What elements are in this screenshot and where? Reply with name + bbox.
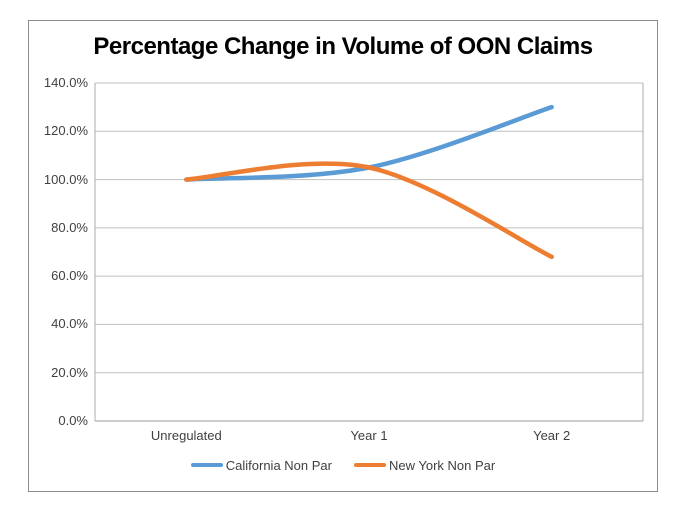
y-axis-tick-label: 100.0%	[43, 171, 88, 187]
legend-line-swatch	[353, 462, 386, 468]
x-axis-category-label: Year 2	[533, 428, 571, 443]
y-axis-tick-label: 60.0%	[51, 268, 88, 284]
chart-title: Percentage Change in Volume of OON Claim…	[93, 33, 593, 60]
chart-container: Percentage Change in Volume of OON Claim…	[28, 20, 658, 492]
y-axis-tick-label: 20.0%	[51, 364, 88, 380]
y-axis-tick-label: 120.0%	[43, 123, 88, 139]
y-axis-tick-label: 80.0%	[51, 219, 88, 235]
x-axis-category-label: Unregulated	[150, 428, 222, 443]
legend-line-swatch	[190, 462, 223, 468]
legend-item-new-york-non-par: New York Non Par	[353, 457, 496, 473]
legend-label: New York Non Par	[388, 457, 496, 473]
legend: California Non Par New York Non Par	[29, 455, 657, 475]
plot-area	[94, 82, 644, 422]
series-line-new-york-non-par	[184, 161, 554, 260]
y-axis-tick-label: 140.0%	[43, 75, 88, 90]
legend-item-california-non-par: California Non Par	[190, 457, 332, 473]
legend-label: California Non Par	[225, 457, 332, 473]
y-axis-tick-label: 0.0%	[58, 413, 88, 428]
y-axis-tick-label: 40.0%	[51, 316, 88, 332]
x-axis-category-label: Year 1	[350, 428, 388, 443]
